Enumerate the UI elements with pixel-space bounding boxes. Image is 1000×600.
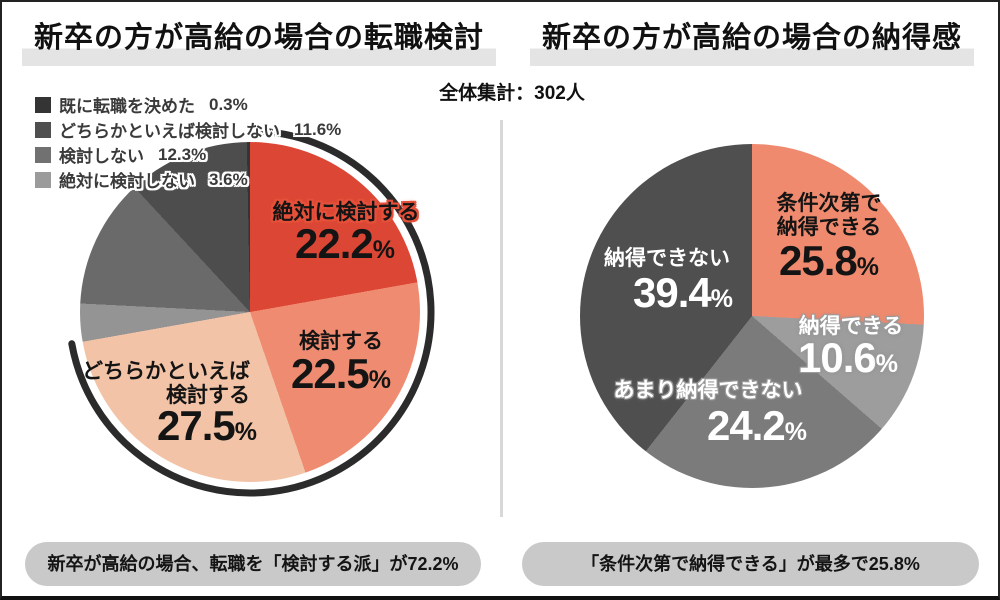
value-number: 22.2 — [295, 220, 374, 267]
value-number: 25.8 — [779, 237, 858, 284]
legend-value: 0.3% — [209, 94, 248, 114]
value-number: 24.2 — [707, 402, 786, 449]
left-callout-pill: 新卒が高給の場合、転職を「検討する派」が72.2% — [25, 542, 481, 586]
left-chart-title: 新卒の方が高給の場合の転職検討 — [22, 12, 497, 66]
vertical-divider — [500, 120, 503, 517]
slice-value-nattoku-dekiru: 10.6% — [777, 337, 919, 379]
legend-label: 既に転職を決めた — [59, 97, 195, 116]
slice-label-amari-nattoku-dekinai: あまり納得できない — [613, 379, 803, 402]
value-number: 39.4 — [633, 269, 712, 316]
slice-value-amari-nattoku-dekinai: 24.2% — [686, 405, 828, 447]
legend-swatch — [35, 171, 51, 188]
right-pie-chart — [580, 144, 924, 488]
legend-swatch — [35, 146, 51, 163]
slice-label-nattoku-dekiru: 納得できる — [798, 315, 904, 338]
left-chart-title-text: 新卒の方が高給の場合の転職検討 — [22, 12, 497, 66]
value-number: 27.5 — [157, 402, 236, 449]
value-number: 10.6 — [798, 334, 877, 381]
value-unit: % — [710, 285, 733, 313]
legend-item: 絶対に検討しない 3.6% — [35, 167, 341, 192]
legend-label: 絶対に検討しない — [59, 172, 195, 191]
slice-label-nattoku-dekinai: 納得できない — [604, 247, 730, 270]
legend-swatch — [35, 96, 51, 113]
value-unit: % — [784, 418, 807, 446]
value-unit: % — [856, 253, 879, 281]
legend-label: 検討しない — [59, 147, 144, 166]
legend-swatch — [35, 121, 51, 138]
legend-value: 12.3% — [158, 144, 207, 164]
legend-item: 既に転職を決めた 0.3% — [35, 92, 341, 117]
value-unit: % — [368, 366, 391, 394]
legend-value: 11.6% — [294, 119, 342, 139]
right-chart-title-text: 新卒の方が高給の場合の納得感 — [529, 12, 974, 66]
legend-label: どちらかといえば検討しない — [59, 122, 280, 141]
value-number: 22.5 — [291, 350, 370, 397]
legend-value: 3.6% — [209, 169, 248, 189]
slice-value-kentousuru: 22.5% — [266, 353, 416, 395]
slice-value-nattoku-dekinai: 39.4% — [612, 272, 754, 314]
value-unit: % — [875, 350, 898, 378]
total-respondents-label: 全体集計：302人 — [439, 83, 585, 104]
right-chart-title: 新卒の方が高給の場合の納得感 — [522, 12, 982, 66]
slice-label-jouken-shidai: 条件次第で納得できる — [776, 192, 882, 240]
slice-value-dochiraka-kentousuru: 27.5% — [100, 405, 257, 447]
value-unit: % — [234, 418, 257, 446]
slice-value-jouken-shidai: 25.8% — [754, 240, 904, 282]
value-unit: % — [372, 236, 395, 264]
right-callout-pill: 「条件次第で納得できる」が最多で25.8% — [522, 542, 979, 586]
legend-item: 検討しない 12.3% — [35, 142, 341, 167]
left-chart-legend: 既に転職を決めた 0.3% どちらかといえば検討しない 11.6% 検討しない … — [35, 92, 341, 192]
legend-item: どちらかといえば検討しない 11.6% — [35, 117, 341, 142]
slice-value-zettai-kentousuru: 22.2% — [270, 223, 420, 265]
